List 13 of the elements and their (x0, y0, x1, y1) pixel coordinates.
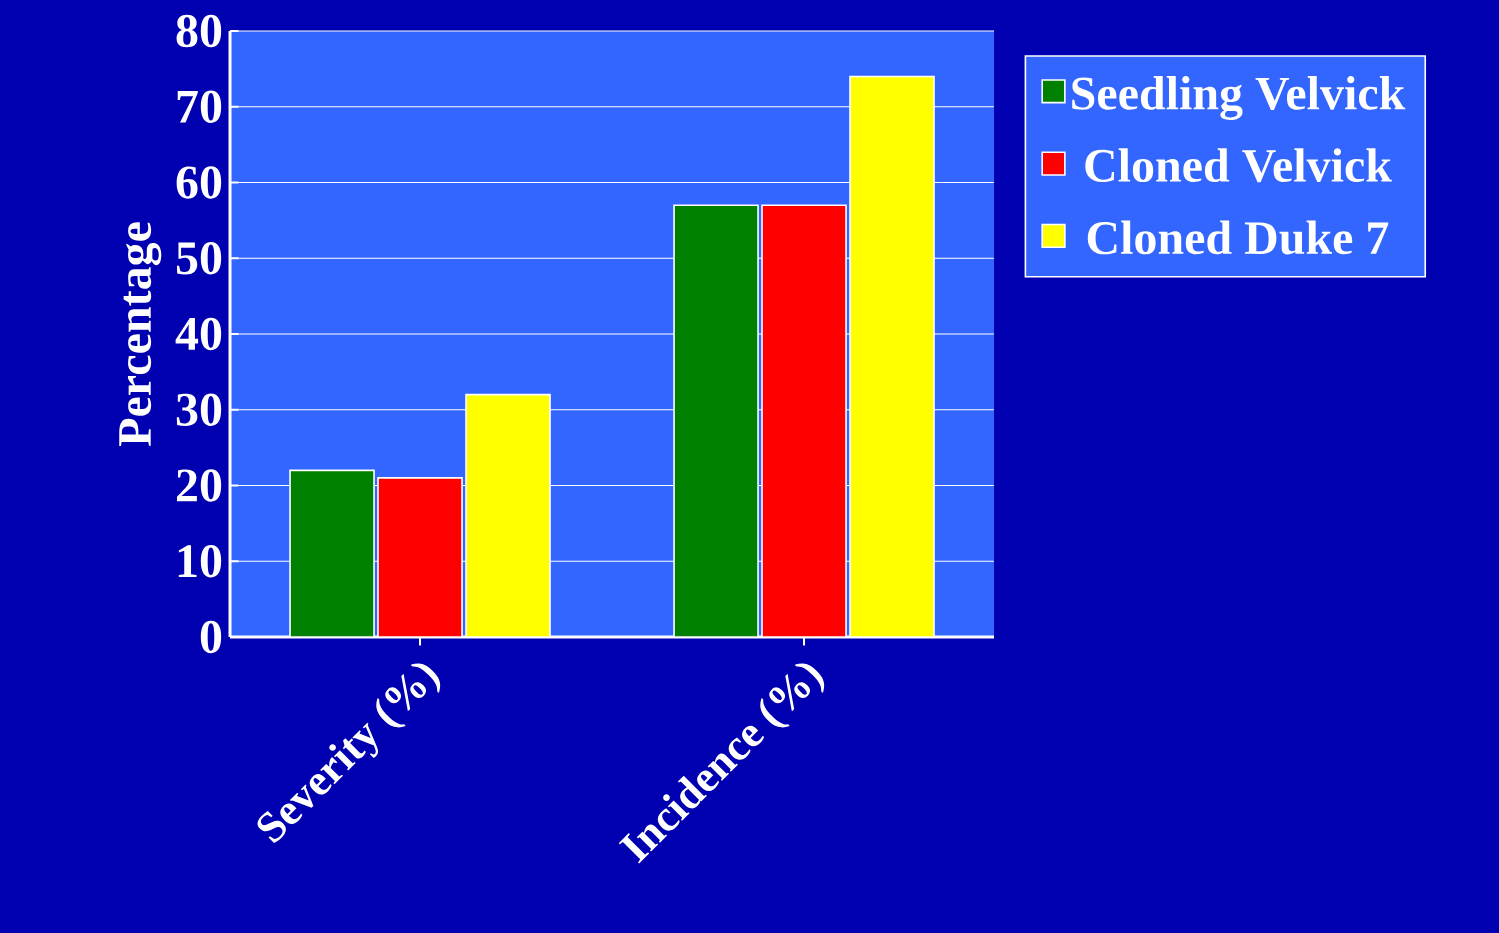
y-tick-label: 30 (176, 393, 222, 426)
y-tick-label: 0 (200, 620, 222, 654)
y-tick-label: 60 (176, 166, 222, 199)
legend-label: Cloned Duke 7 (1087, 220, 1389, 255)
legend-label: Seedling Velvick (1072, 76, 1406, 120)
y-tick-label: 40 (175, 317, 222, 351)
y-axis-title: Percentage (119, 222, 162, 447)
y-tick-label: 10 (178, 545, 222, 578)
y-tick-label: 50 (176, 242, 222, 275)
y-tick-label: 70 (177, 90, 222, 123)
legend-label: Cloned Velvick (1085, 148, 1392, 183)
y-tick-label: 20 (177, 469, 222, 502)
y-tick-label: 80 (176, 14, 222, 48)
